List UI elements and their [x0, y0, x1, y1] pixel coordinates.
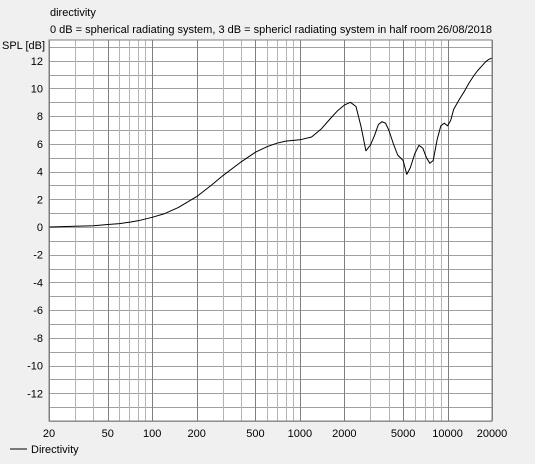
x-tick-label: 100	[143, 428, 161, 440]
chart-subtitle: 0 dB = spherical radiating system, 3 dB …	[50, 24, 435, 36]
x-tick-label: 10000	[432, 428, 463, 440]
chart-date: 26/08/2018	[437, 24, 492, 36]
y-tick-label: -12	[27, 388, 43, 400]
y-tick-label: 6	[37, 139, 43, 151]
y-tick-label: -4	[33, 277, 43, 289]
y-tick-label: 12	[31, 56, 43, 68]
x-tick-label: 500	[246, 428, 264, 440]
x-tick-label: 5000	[391, 428, 415, 440]
chart-title: directivity	[50, 7, 96, 19]
y-tick-label: 2	[37, 194, 43, 206]
x-tick-label: 20	[43, 428, 55, 440]
y-tick-label: 4	[37, 167, 43, 179]
y-tick-label: -10	[27, 361, 43, 373]
x-tick-label: 50	[102, 428, 114, 440]
legend: Directivity	[10, 444, 79, 456]
grid	[49, 40, 493, 422]
y-tick-label: -6	[33, 305, 43, 317]
x-tick-label: 20000	[477, 428, 508, 440]
y-tick-label: -2	[33, 250, 43, 262]
y-axis-label: SPL [dB]	[2, 40, 45, 52]
y-tick-label: -8	[33, 333, 43, 345]
x-tick-label: 2000	[332, 428, 356, 440]
x-tick-label: 200	[187, 428, 205, 440]
legend-label: Directivity	[31, 444, 79, 456]
y-tick-label: 8	[37, 111, 43, 123]
plot-frame	[48, 39, 493, 422]
y-tick-labels: 12 10 8 6 4 2 0 -2 -4 -6 -8 -10 -12	[27, 56, 43, 401]
series-line-directivity	[48, 57, 493, 228]
x-tick-labels: 20 50 100 200 500 1000 2000 5000 10000 20000	[43, 428, 507, 440]
series	[48, 57, 493, 228]
y-tick-label: 0	[37, 222, 43, 234]
plot-background	[49, 40, 492, 421]
y-tick-label: 10	[31, 83, 43, 95]
x-tick-label: 1000	[288, 428, 312, 440]
